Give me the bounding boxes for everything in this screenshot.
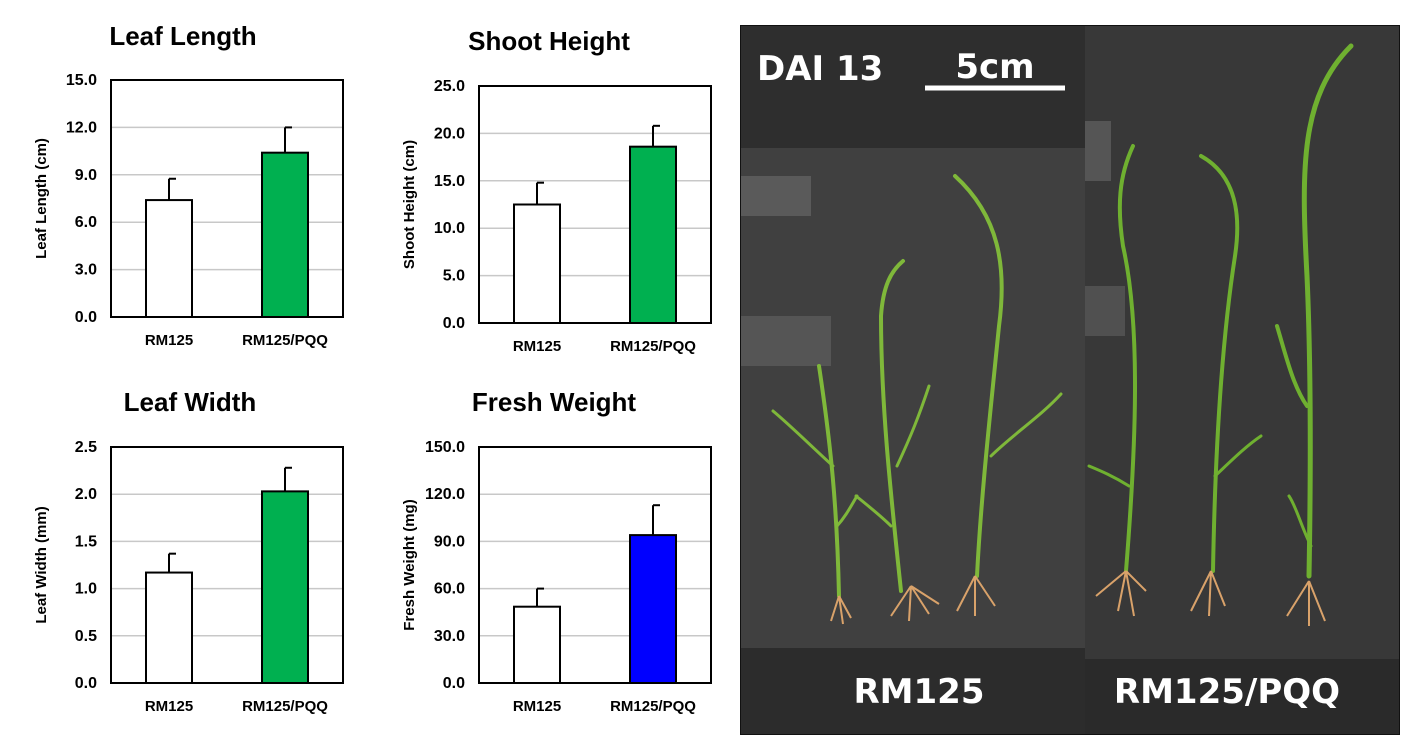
x-category-label: RM125 (145, 332, 193, 349)
left-seedlings (771, 174, 1063, 598)
y-tick-label: 15.0 (66, 72, 97, 89)
plot-frame (478, 85, 712, 324)
y-tick-label: 1.5 (75, 533, 97, 550)
y-tick-label: 2.0 (75, 486, 97, 503)
left-panel-bottom (741, 648, 1085, 734)
y-tick-label: 0.0 (443, 675, 465, 692)
y-axis-label: Leaf Length (cm) (33, 138, 50, 259)
bar (513, 605, 561, 685)
x-category-label: RM125 (513, 338, 561, 355)
y-tick-label: 9.0 (75, 167, 97, 184)
chart-3: Leaf Width 0.0 0.5 1.0 1.5 2.0 2.5 Leaf Width (… (33, 387, 344, 715)
chart-title: Leaf Length (109, 21, 256, 51)
plot-frame (478, 446, 712, 684)
x-category-label: RM125/PQQ (242, 332, 328, 349)
y-tick-label: 120.0 (425, 486, 465, 503)
y-tick-label: 3.0 (75, 262, 97, 279)
bar (261, 490, 309, 685)
y-tick-label: 10.0 (434, 220, 465, 237)
left-panel-board (741, 148, 1085, 648)
tape-piece (741, 316, 831, 366)
x-category-label: RM125 (513, 698, 561, 715)
x-category-label: RM125/PQQ (610, 698, 696, 715)
bar (261, 151, 309, 318)
tape-piece (1085, 121, 1111, 181)
right-panel-bottom (1085, 659, 1399, 734)
y-tick-label: 12.0 (66, 119, 97, 136)
y-tick-label: 60.0 (434, 581, 465, 598)
y-axis-label: Fresh Weight (mg) (401, 499, 418, 630)
left-roots (830, 575, 996, 625)
tape-piece (741, 176, 811, 216)
y-tick-label: 0.0 (75, 675, 97, 692)
bar (513, 203, 561, 324)
seedling-photo: DAI 13 5cm RM125 RM125/PQQ (740, 25, 1400, 735)
y-tick-label: 15.0 (434, 173, 465, 190)
bar-charts-panel: Leaf Length 0.0 3.0 6.0 9.0 12.0 15.0 Leaf Leng… (33, 21, 712, 715)
x-category-label: RM125 (145, 698, 193, 715)
y-tick-label: 5.0 (443, 268, 465, 285)
right-seedlings (1087, 43, 1354, 579)
right-panel-board (1085, 26, 1399, 659)
x-category-label: RM125/PQQ (242, 698, 328, 715)
y-tick-label: 0.5 (75, 628, 97, 645)
chart-title: Shoot Height (468, 26, 630, 56)
plot-frame (110, 79, 344, 318)
chart-4: Fresh Weight 0.0 30.0 60.0 90.0 120.0 150.0 Fre… (401, 387, 712, 715)
seedling-photo-canvas: DAI 13 5cm RM125 RM125/PQQ (741, 26, 1399, 734)
chart-1: Leaf Length 0.0 3.0 6.0 9.0 12.0 15.0 Leaf Leng… (33, 21, 344, 349)
y-tick-label: 90.0 (434, 533, 465, 550)
bar (145, 571, 193, 684)
y-tick-label: 6.0 (75, 214, 97, 231)
chart-2: Shoot Height 0.0 5.0 10.0 15.0 20.0 25.0 Shoot … (401, 26, 712, 355)
bar (145, 199, 193, 318)
right-group-label: RM125/PQQ (1114, 672, 1340, 712)
y-axis-label: Shoot Height (cm) (401, 140, 418, 269)
y-tick-label: 1.0 (75, 581, 97, 598)
y-tick-label: 2.5 (75, 439, 97, 456)
y-axis-label: Leaf Width (mm) (33, 506, 50, 623)
y-tick-label: 0.0 (75, 309, 97, 326)
tape-piece (1085, 286, 1125, 336)
x-category-label: RM125/PQQ (610, 338, 696, 355)
y-tick-label: 30.0 (434, 628, 465, 645)
bar (629, 145, 677, 324)
y-tick-label: 20.0 (434, 125, 465, 142)
y-tick-label: 0.0 (443, 315, 465, 332)
chart-title: Fresh Weight (472, 387, 637, 417)
chart-title: Leaf Width (124, 387, 257, 417)
bar (629, 534, 677, 685)
left-group-label: RM125 (854, 672, 985, 712)
y-tick-label: 25.0 (434, 78, 465, 95)
stage-label: DAI 13 (757, 49, 883, 89)
plot-frame (110, 446, 344, 684)
scale-label: 5cm (955, 47, 1034, 87)
y-tick-label: 150.0 (425, 439, 465, 456)
right-roots (1095, 570, 1326, 626)
